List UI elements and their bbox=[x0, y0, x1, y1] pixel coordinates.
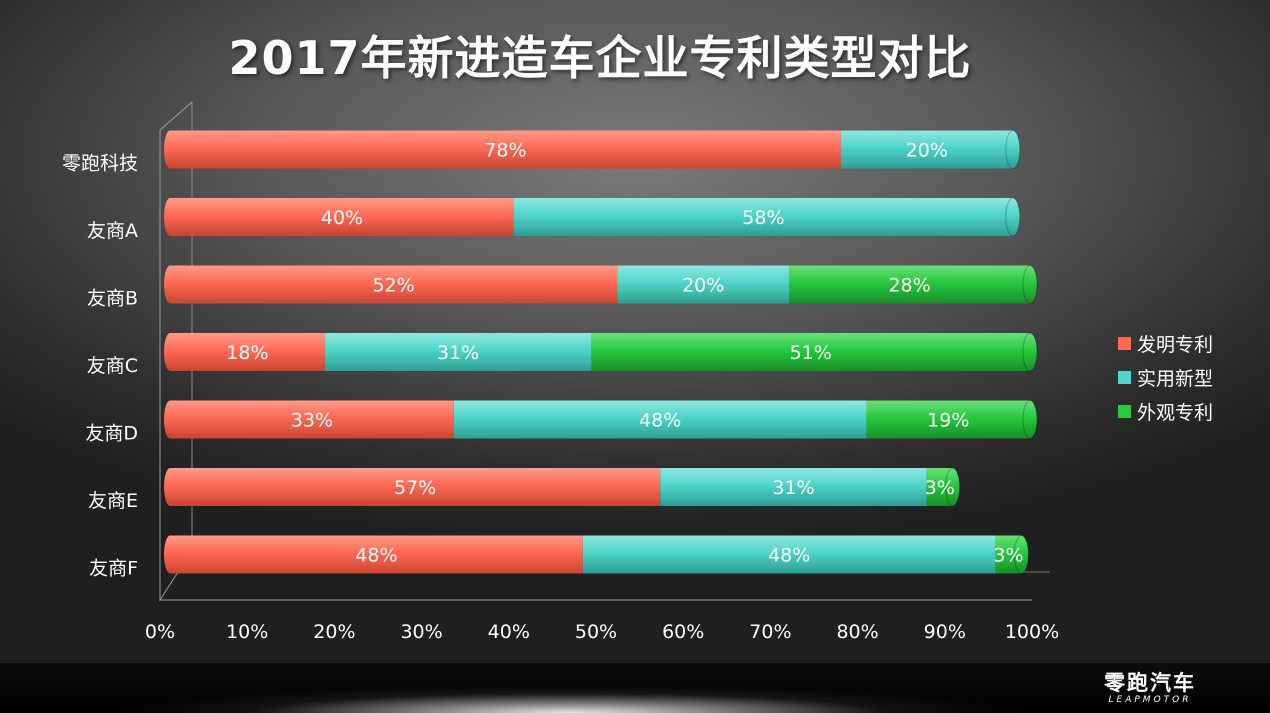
bar-end-outline bbox=[1022, 265, 1038, 304]
chart-title: 2017年新进造车企业专利类型对比 bbox=[228, 31, 972, 85]
x-tick-label: 50% bbox=[575, 621, 617, 643]
legend-label: 外观专利 bbox=[1137, 401, 1214, 424]
bar-segment bbox=[840, 130, 1013, 169]
category-label: 友商D bbox=[85, 423, 138, 445]
data-label: 40% bbox=[321, 207, 363, 229]
category-label: 友商C bbox=[87, 355, 138, 377]
x-tick-label: 70% bbox=[749, 621, 791, 643]
bar-end-cap bbox=[1005, 130, 1020, 169]
x-tick-label: 60% bbox=[662, 621, 704, 643]
bar-end-outline bbox=[945, 467, 961, 507]
bar-end-cap bbox=[1005, 198, 1020, 236]
data-label: 3% bbox=[925, 477, 955, 499]
legend-item: 外观专利 bbox=[1118, 394, 1213, 428]
bar-end-cap bbox=[1023, 333, 1037, 371]
x-tick-label: 30% bbox=[400, 621, 442, 643]
axis-back-edge bbox=[159, 101, 193, 131]
data-label: 48% bbox=[768, 545, 810, 567]
bar-segment bbox=[170, 468, 661, 506]
bar-segment bbox=[170, 400, 454, 439]
data-label: 31% bbox=[437, 342, 479, 364]
legend-item: 实用新型 bbox=[1118, 360, 1213, 394]
x-tick-label: 80% bbox=[836, 621, 878, 643]
footer-bar: 零跑汽车 LEAPMOTOR bbox=[0, 663, 1270, 713]
category-label: 友商F bbox=[89, 558, 138, 580]
data-label: 48% bbox=[639, 410, 681, 432]
bar-segment bbox=[170, 535, 583, 574]
bar-segment bbox=[170, 265, 618, 304]
bar-end-cap bbox=[1023, 265, 1037, 304]
bar-end-outline bbox=[1005, 130, 1021, 169]
bar-segment bbox=[660, 468, 927, 506]
bar-segment bbox=[324, 333, 592, 371]
logo-text-en: LEAPMOTOR bbox=[1108, 695, 1192, 705]
bar-segment bbox=[789, 265, 1030, 304]
bar-end-cap bbox=[945, 468, 960, 506]
logo-text-cn: 零跑汽车 bbox=[1104, 671, 1196, 695]
bar-end-cap bbox=[1023, 400, 1037, 439]
legend-swatch bbox=[1118, 370, 1131, 384]
bar-end-cap bbox=[1014, 535, 1029, 574]
category-label: 友商E bbox=[88, 490, 138, 512]
bar-segment bbox=[170, 198, 514, 236]
legend-swatch bbox=[1118, 404, 1131, 418]
x-tick-label: 90% bbox=[924, 621, 966, 643]
bar-end-outline bbox=[1013, 535, 1029, 574]
data-label: 48% bbox=[355, 545, 397, 567]
data-label: 51% bbox=[790, 342, 832, 364]
legend-label: 实用新型 bbox=[1137, 367, 1214, 390]
bar-segment bbox=[582, 535, 996, 574]
data-label: 19% bbox=[927, 410, 969, 432]
bar-segment bbox=[514, 198, 1013, 236]
legend: 发明专利 实用新型 外观专利 bbox=[1118, 326, 1213, 428]
bar-segment bbox=[170, 130, 841, 169]
bar-segment bbox=[866, 400, 1030, 439]
data-label: 20% bbox=[682, 275, 724, 297]
data-label: 18% bbox=[226, 342, 268, 364]
data-label: 33% bbox=[291, 410, 333, 432]
data-label: 20% bbox=[906, 140, 948, 162]
bar-end-outline bbox=[1005, 197, 1021, 237]
legend-swatch bbox=[1118, 336, 1131, 350]
bar-end-outline bbox=[1022, 400, 1038, 439]
x-tick-label: 10% bbox=[226, 621, 268, 643]
x-tick-label: 20% bbox=[313, 621, 355, 643]
data-label: 58% bbox=[742, 207, 784, 229]
brand-logo: 零跑汽车 LEAPMOTOR bbox=[1104, 672, 1196, 706]
x-tick-label: 40% bbox=[488, 621, 530, 643]
data-label: 52% bbox=[372, 275, 414, 297]
legend-item: 发明专利 bbox=[1118, 326, 1213, 360]
data-label: 28% bbox=[888, 275, 930, 297]
bar-segment bbox=[453, 400, 867, 439]
category-label: 友商A bbox=[87, 220, 138, 242]
bar-segment bbox=[617, 265, 790, 304]
x-tick-label: 100% bbox=[1005, 621, 1059, 643]
category-label: 友商B bbox=[87, 288, 138, 310]
bar-end-outline bbox=[1022, 332, 1038, 372]
bar-segment bbox=[591, 333, 1030, 371]
category-label: 零跑科技 bbox=[62, 153, 138, 175]
data-label: 78% bbox=[484, 140, 526, 162]
legend-label: 发明专利 bbox=[1137, 333, 1214, 356]
x-tick-label: 0% bbox=[145, 621, 175, 643]
data-label: 31% bbox=[772, 477, 814, 499]
bar-segment bbox=[170, 333, 325, 371]
data-label: 3% bbox=[993, 545, 1023, 567]
footer-light bbox=[120, 667, 1020, 713]
data-label: 57% bbox=[394, 477, 436, 499]
